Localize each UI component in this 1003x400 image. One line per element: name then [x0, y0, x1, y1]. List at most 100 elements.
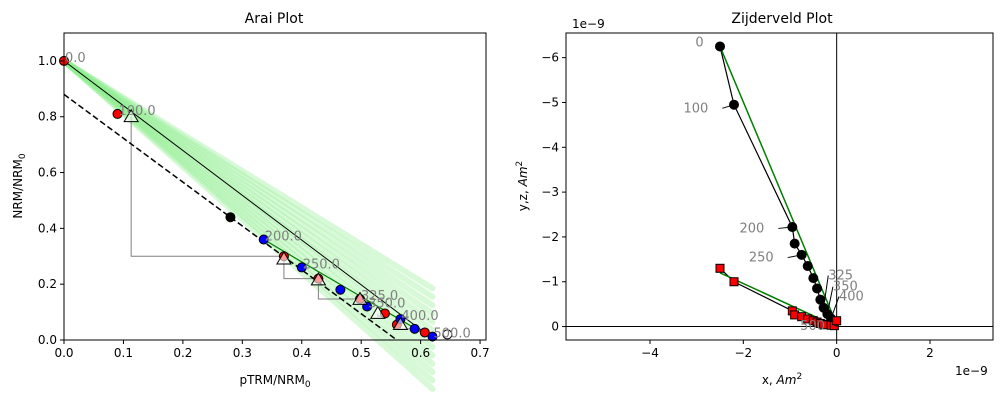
zijderveld-y-tick-label: −5 [541, 95, 559, 109]
arai-band-line [61, 57, 436, 334]
arai-y-label: NRM/NRM0 [11, 153, 28, 218]
zijderveld-x-tick-label: 0 [833, 346, 841, 360]
arai-y-tick-label: 1.0 [38, 54, 57, 68]
arai-ptrm-triangle [123, 108, 140, 123]
arai-band-line [61, 57, 436, 309]
zijderveld-label-leader [823, 275, 829, 308]
zijderveld-x-tick-label: −2 [734, 346, 752, 360]
arai-band-line [61, 57, 436, 325]
arai-x-tick-label: 0.3 [233, 346, 252, 360]
arai-band-line [61, 57, 436, 367]
zijderveld-step-label: 250 [749, 251, 774, 266]
zijderveld-x-tick-label: 2 [926, 346, 934, 360]
arai-band-line [61, 57, 436, 384]
arai-y-tick-label: 0.2 [38, 277, 57, 291]
arai-title: Arai Plot [245, 11, 304, 27]
arai-step-label: 500.0 [434, 327, 471, 342]
arai-band-line [61, 57, 436, 300]
arai-frame [63, 32, 487, 341]
zijderveld-step-label: 0 [695, 35, 703, 50]
arai-point [225, 212, 236, 223]
zijderveld-x-ticks: −4 −2 0 2 [641, 340, 934, 360]
arai-point [442, 329, 453, 340]
arai-ptrm-triangle [352, 291, 368, 305]
zijderveld-y-tick-label: −3 [541, 185, 559, 199]
arai-x-tick-label: 0.7 [471, 346, 490, 360]
zijderveld-y-tick-label: −6 [541, 51, 559, 65]
arai-x-tick-label: 0.0 [54, 346, 73, 360]
arai-point [427, 331, 438, 342]
arai-step-label: 400.0 [401, 309, 438, 324]
arai-x-tick-label: 0.5 [352, 346, 371, 360]
zijderveld-label-leader [722, 104, 735, 109]
arai-y-tick-label: 0.4 [38, 221, 57, 235]
zijderveld-y-tick-label: −2 [541, 230, 559, 244]
arai-x-ticks: 0.0 0.1 0.2 0.3 0.4 0.5 0.6 0.7 [54, 340, 490, 360]
zijderveld-label-leader [830, 296, 840, 319]
arai-point [112, 108, 123, 119]
zijderveld-step-label: 350 [833, 280, 858, 295]
arai-point [258, 234, 269, 245]
arai-x-tick-label: 0.4 [292, 346, 311, 360]
arai-step-label: 100.0 [118, 104, 155, 119]
arai-point [296, 262, 307, 273]
arai-y-tick-label: 0.0 [38, 333, 57, 347]
zijderveld-label-leader [787, 254, 802, 259]
zijderveld-y-offset: 1e−9 [572, 17, 605, 31]
zijderveld-label-leader [717, 42, 721, 47]
arai-bootstrap-band [61, 57, 436, 392]
arai-band-line [61, 57, 436, 350]
arai-y-tick-label: 0.8 [38, 110, 57, 124]
zijderveld-step-label: 200 [740, 221, 765, 236]
arai-ptrm-triangle [392, 316, 409, 331]
arai-band-line [61, 57, 436, 392]
arai-step-label: 250.0 [303, 257, 340, 272]
arai-y-tick-label: 0.6 [38, 166, 57, 180]
zijderveld-origin-axes [566, 33, 993, 340]
arai-point [419, 327, 430, 338]
arai-x-tick-label: 0.6 [411, 346, 430, 360]
arai-fit-line [63, 60, 433, 340]
arai-band-line [61, 57, 436, 292]
zijderveld-horizontal-point [802, 261, 813, 272]
zijderveld-step-label: 325 [828, 268, 853, 283]
zijderveld-horizontal-point [812, 283, 823, 294]
zijderveld-x-tick-label: −4 [641, 346, 659, 360]
arai-ptrm-triangle [310, 272, 327, 286]
arai-ptrm-triangles [123, 108, 409, 331]
zijderveld-title: Zijderveld Plot [731, 11, 833, 27]
arai-point [335, 284, 346, 295]
zijderveld-y-tick-label: 0 [551, 320, 559, 334]
arai-x-tick-label: 0.1 [114, 346, 133, 360]
zijderveld-vertical-point [832, 316, 842, 326]
zijderveld-horizontal-point [789, 238, 800, 249]
zijderveld-x-offset: 1e−9 [955, 364, 988, 378]
zijderveld-step-label: 500 [800, 319, 825, 334]
zijderveld-vertical-point [729, 277, 739, 287]
zijderveld-vertical-point [715, 263, 725, 273]
zijderveld-y-tick-label: −4 [541, 140, 559, 154]
arai-point [409, 323, 420, 334]
arai-step-label: 350.0 [368, 297, 405, 312]
zijderveld-y-ticks: 0 −1 −2 −3 −4 −5 −6 [541, 51, 566, 334]
zijderveld-y-tick-label: −1 [541, 275, 559, 289]
zijderveld-label-leader [826, 286, 834, 315]
arai-step-label: 325.0 [361, 289, 398, 304]
arai-step-label: 200.0 [265, 230, 302, 245]
zijderveld-step-label: 400 [839, 290, 864, 305]
arai-y-ticks: 0.0 0.2 0.4 0.6 0.8 1.0 [38, 54, 64, 347]
arai-dashed-line [63, 93, 398, 341]
zijderveld-horizontal-point [808, 273, 819, 284]
arai-step-label: 0.0 [65, 51, 86, 66]
zijderveld-y-label: y,z, Am2 [515, 161, 530, 211]
arai-x-label: pTRM/NRM0 [239, 373, 310, 390]
zijderveld-x-label: x, Am2 [762, 372, 802, 387]
arai-ptrm-triangle [369, 305, 386, 319]
zijderveld-plot: Zijderveld Plot 1e−9 1e−9 01002002503253… [515, 11, 994, 387]
arai-band-line [61, 57, 436, 317]
zijderveld-label-leader [778, 226, 793, 229]
